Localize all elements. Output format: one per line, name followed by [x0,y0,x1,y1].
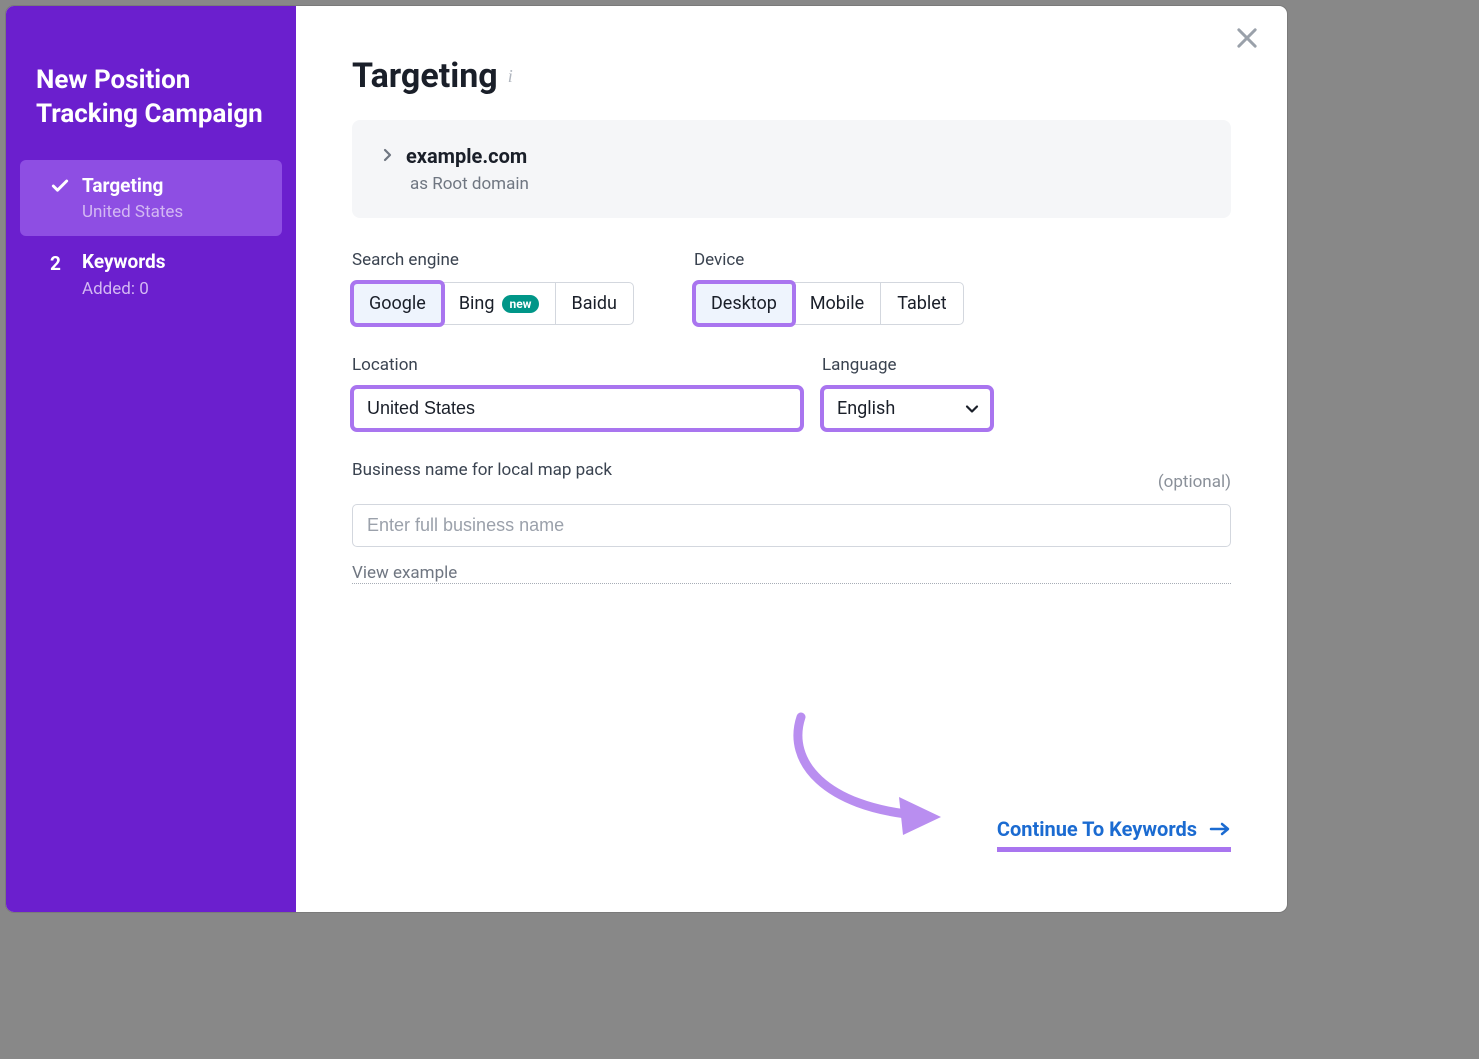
info-icon[interactable]: i [508,66,513,87]
device-desktop[interactable]: Desktop [694,282,794,325]
field-label: Language [822,355,992,375]
device-segments: Desktop Mobile Tablet [694,282,964,325]
continue-button[interactable]: Continue To Keywords [997,817,1231,852]
page-title-text: Targeting [352,56,498,96]
device-tablet[interactable]: Tablet [880,282,963,325]
step-sublabel: Added: 0 [82,279,264,299]
check-icon [50,174,82,196]
business-name-input[interactable] [352,504,1231,547]
arrow-right-icon [1209,821,1231,837]
search-engine-baidu[interactable]: Baidu [555,282,634,325]
modal-dialog: New Position Tracking Campaign Targeting… [6,6,1287,912]
segment-label: Mobile [810,293,864,314]
step-number: 2 [50,250,82,275]
sidebar-title: New Position Tracking Campaign [6,64,296,160]
new-badge: new [502,295,538,313]
search-engine-google[interactable]: Google [352,282,443,325]
chevron-right-icon [382,147,392,166]
page-title: Targeting i [352,56,1231,96]
field-label: Business name for local map pack [352,460,612,480]
step-label: Keywords [82,250,264,275]
field-label: Device [694,250,964,270]
language-group: Language English [822,355,992,430]
language-select[interactable]: English [822,387,992,430]
device-group: Device Desktop Mobile Tablet [694,250,964,325]
step-label: Targeting [82,174,264,199]
domain-summary[interactable]: example.com as Root domain [352,120,1231,218]
segment-label: Bing [459,293,495,314]
domain-name: example.com [406,144,527,168]
sidebar: New Position Tracking Campaign Targeting… [6,6,296,912]
footer: Continue To Keywords [352,712,1231,872]
field-label: Location [352,355,802,375]
segment-label: Tablet [897,293,946,314]
segment-label: Baidu [572,293,617,314]
step-sublabel: United States [82,202,264,222]
search-engine-bing[interactable]: Bing new [442,282,556,325]
domain-type: as Root domain [410,174,1201,194]
segment-label: Desktop [711,293,777,314]
optional-label: (optional) [1158,472,1231,492]
annotation-arrow-icon [771,707,951,847]
select-value: English [837,398,895,419]
search-engine-group: Search engine Google Bing new Baidu [352,250,634,325]
field-label: Search engine [352,250,634,270]
close-button[interactable] [1233,24,1265,56]
continue-label: Continue To Keywords [997,817,1197,841]
device-mobile[interactable]: Mobile [793,282,881,325]
view-example-link[interactable]: View example [352,563,1231,584]
search-engine-segments: Google Bing new Baidu [352,282,634,325]
location-input[interactable] [352,387,802,430]
location-group: Location [352,355,802,430]
segment-label: Google [369,293,426,314]
main-panel: Targeting i example.com as Root domain S… [296,6,1287,912]
sidebar-step-targeting[interactable]: Targeting United States [20,160,282,237]
sidebar-step-keywords[interactable]: 2 Keywords Added: 0 [20,236,282,313]
chevron-down-icon [965,398,979,419]
